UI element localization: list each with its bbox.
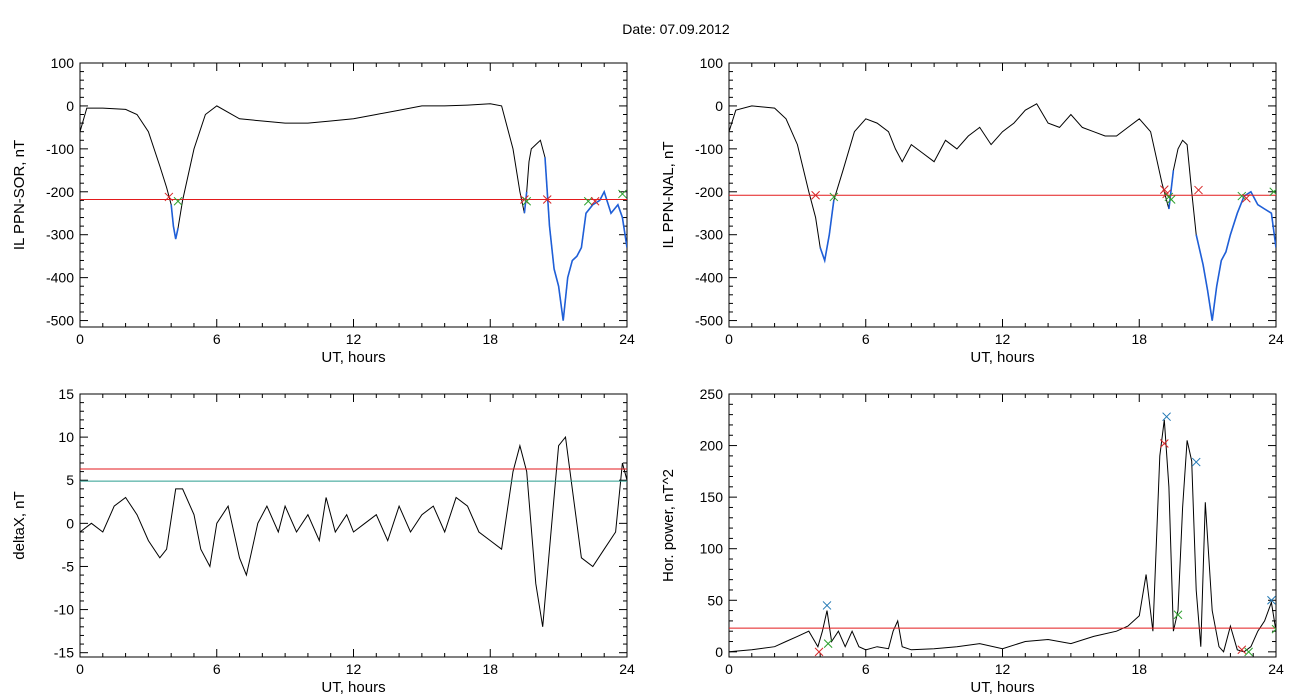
series-line: [80, 103, 627, 321]
event-marker: [1269, 187, 1276, 197]
event-marker: [522, 196, 532, 206]
plot-frame: [79, 62, 628, 328]
x-tick-label: 6: [862, 331, 870, 347]
panel-deltax: 0 6 12 18 24 15 10 5 0 -5 -10 -15 UT, hours deltaX, n…: [11, 386, 635, 696]
event-marker: [1162, 412, 1171, 422]
y-axis-label: IL PPN-SOR, nT: [11, 140, 28, 250]
event-marker: [1244, 647, 1254, 657]
x-tick-label: 0: [725, 331, 733, 347]
event-marker: [1237, 191, 1247, 201]
event-marker: [1159, 185, 1169, 194]
panel-nal: 0 6 12 18 24 100 0 -100 -200 -300 -400 -500 UT, hour…: [660, 55, 1284, 366]
x-tick-label: 24: [619, 661, 635, 677]
y-tick-label: -10: [54, 602, 74, 618]
y-tick-label: 200: [700, 438, 724, 454]
series-line: [729, 103, 1276, 321]
figure-title: Date: 07.09.2012: [622, 21, 730, 37]
y-axis-label: IL PPN-NAL, nT: [660, 142, 677, 249]
x-tick-label: 24: [1268, 331, 1284, 347]
x-tick-label: 6: [213, 661, 221, 677]
event-marker: [1194, 185, 1203, 195]
event-marker: [173, 196, 183, 206]
x-tick-label: 6: [213, 331, 221, 347]
highlight-segment: [1168, 170, 1175, 210]
highlight-segment: [819, 200, 835, 264]
y-tick-label: 5: [66, 472, 74, 488]
y-tick-label: 10: [58, 429, 74, 445]
x-tick-label: 18: [482, 331, 498, 347]
event-marker: [1237, 645, 1247, 655]
x-tick-label: 0: [725, 661, 733, 677]
x-tick-label: 12: [995, 661, 1011, 677]
x-tick-label: 6: [862, 661, 870, 677]
x-tick-label: 24: [619, 331, 635, 347]
y-tick-label: -400: [695, 270, 723, 286]
x-axis-label: UT, hours: [321, 679, 385, 696]
y-tick-label: 50: [707, 592, 723, 608]
y-tick-label: -500: [46, 313, 74, 329]
y-tick-label: -5: [62, 558, 75, 574]
event-marker: [590, 196, 600, 206]
y-tick-label: 0: [66, 98, 74, 114]
x-tick-label: 0: [76, 661, 84, 677]
y-tick-label: -200: [46, 184, 74, 200]
y-tick-label: 15: [58, 386, 74, 402]
highlight-segment: [1195, 190, 1276, 321]
plot-frame: [79, 393, 628, 658]
x-tick-label: 18: [482, 661, 498, 677]
event-marker: [1173, 610, 1183, 620]
y-tick-label: 250: [700, 386, 724, 402]
event-marker: [1267, 595, 1276, 605]
event-marker: [1242, 193, 1251, 203]
x-tick-label: 24: [1268, 661, 1284, 677]
y-tick-label: 0: [715, 644, 723, 660]
y-tick-label: -500: [695, 313, 723, 329]
event-marker: [814, 647, 824, 657]
y-tick-label: -100: [695, 141, 723, 157]
event-marker: [1159, 439, 1169, 448]
y-tick-label: 100: [700, 55, 724, 71]
event-marker: [1166, 195, 1176, 204]
y-tick-label: 100: [700, 541, 724, 557]
y-tick-label: -300: [46, 227, 74, 243]
y-tick-label: 150: [700, 489, 724, 505]
y-axis-label: Hor. power, nT^2: [660, 469, 677, 582]
highlight-segment: [544, 157, 627, 321]
series-line: [80, 435, 627, 627]
event-marker: [542, 195, 552, 204]
x-tick-label: 12: [995, 331, 1011, 347]
highlight-segment: [170, 204, 179, 240]
y-tick-label: -300: [695, 227, 723, 243]
y-tick-label: 100: [51, 55, 75, 71]
y-axis-label: deltaX, nT: [11, 491, 28, 559]
event-marker: [618, 189, 627, 199]
y-tick-label: -400: [46, 270, 74, 286]
panel-power: 0 6 12 18 24 250 200 150 100 50 0 UT, hours Hor. pow…: [660, 386, 1284, 696]
series-line: [729, 419, 1276, 653]
x-axis-label: UT, hours: [970, 679, 1034, 696]
y-tick-label: -15: [54, 645, 74, 661]
x-tick-label: 0: [76, 331, 84, 347]
y-tick-label: -200: [695, 184, 723, 200]
panel-sor: 0 6 12 18 24 100 0 -100 -200 -300 -400 -500 UT, hour…: [11, 55, 635, 366]
event-marker: [583, 196, 593, 206]
y-tick-label: -100: [46, 141, 74, 157]
event-marker: [822, 601, 832, 610]
x-axis-label: UT, hours: [321, 349, 385, 366]
event-marker: [1191, 457, 1201, 467]
event-marker: [164, 192, 174, 202]
x-tick-label: 18: [1131, 331, 1147, 347]
event-marker: [823, 639, 833, 648]
y-tick-label: 0: [66, 515, 74, 531]
event-marker: [829, 192, 839, 202]
x-axis-label: UT, hours: [970, 349, 1034, 366]
y-tick-label: 0: [715, 98, 723, 114]
x-tick-label: 12: [346, 661, 362, 677]
event-marker: [1271, 624, 1276, 634]
event-marker: [811, 190, 820, 200]
x-tick-label: 12: [346, 331, 362, 347]
x-tick-label: 18: [1131, 661, 1147, 677]
